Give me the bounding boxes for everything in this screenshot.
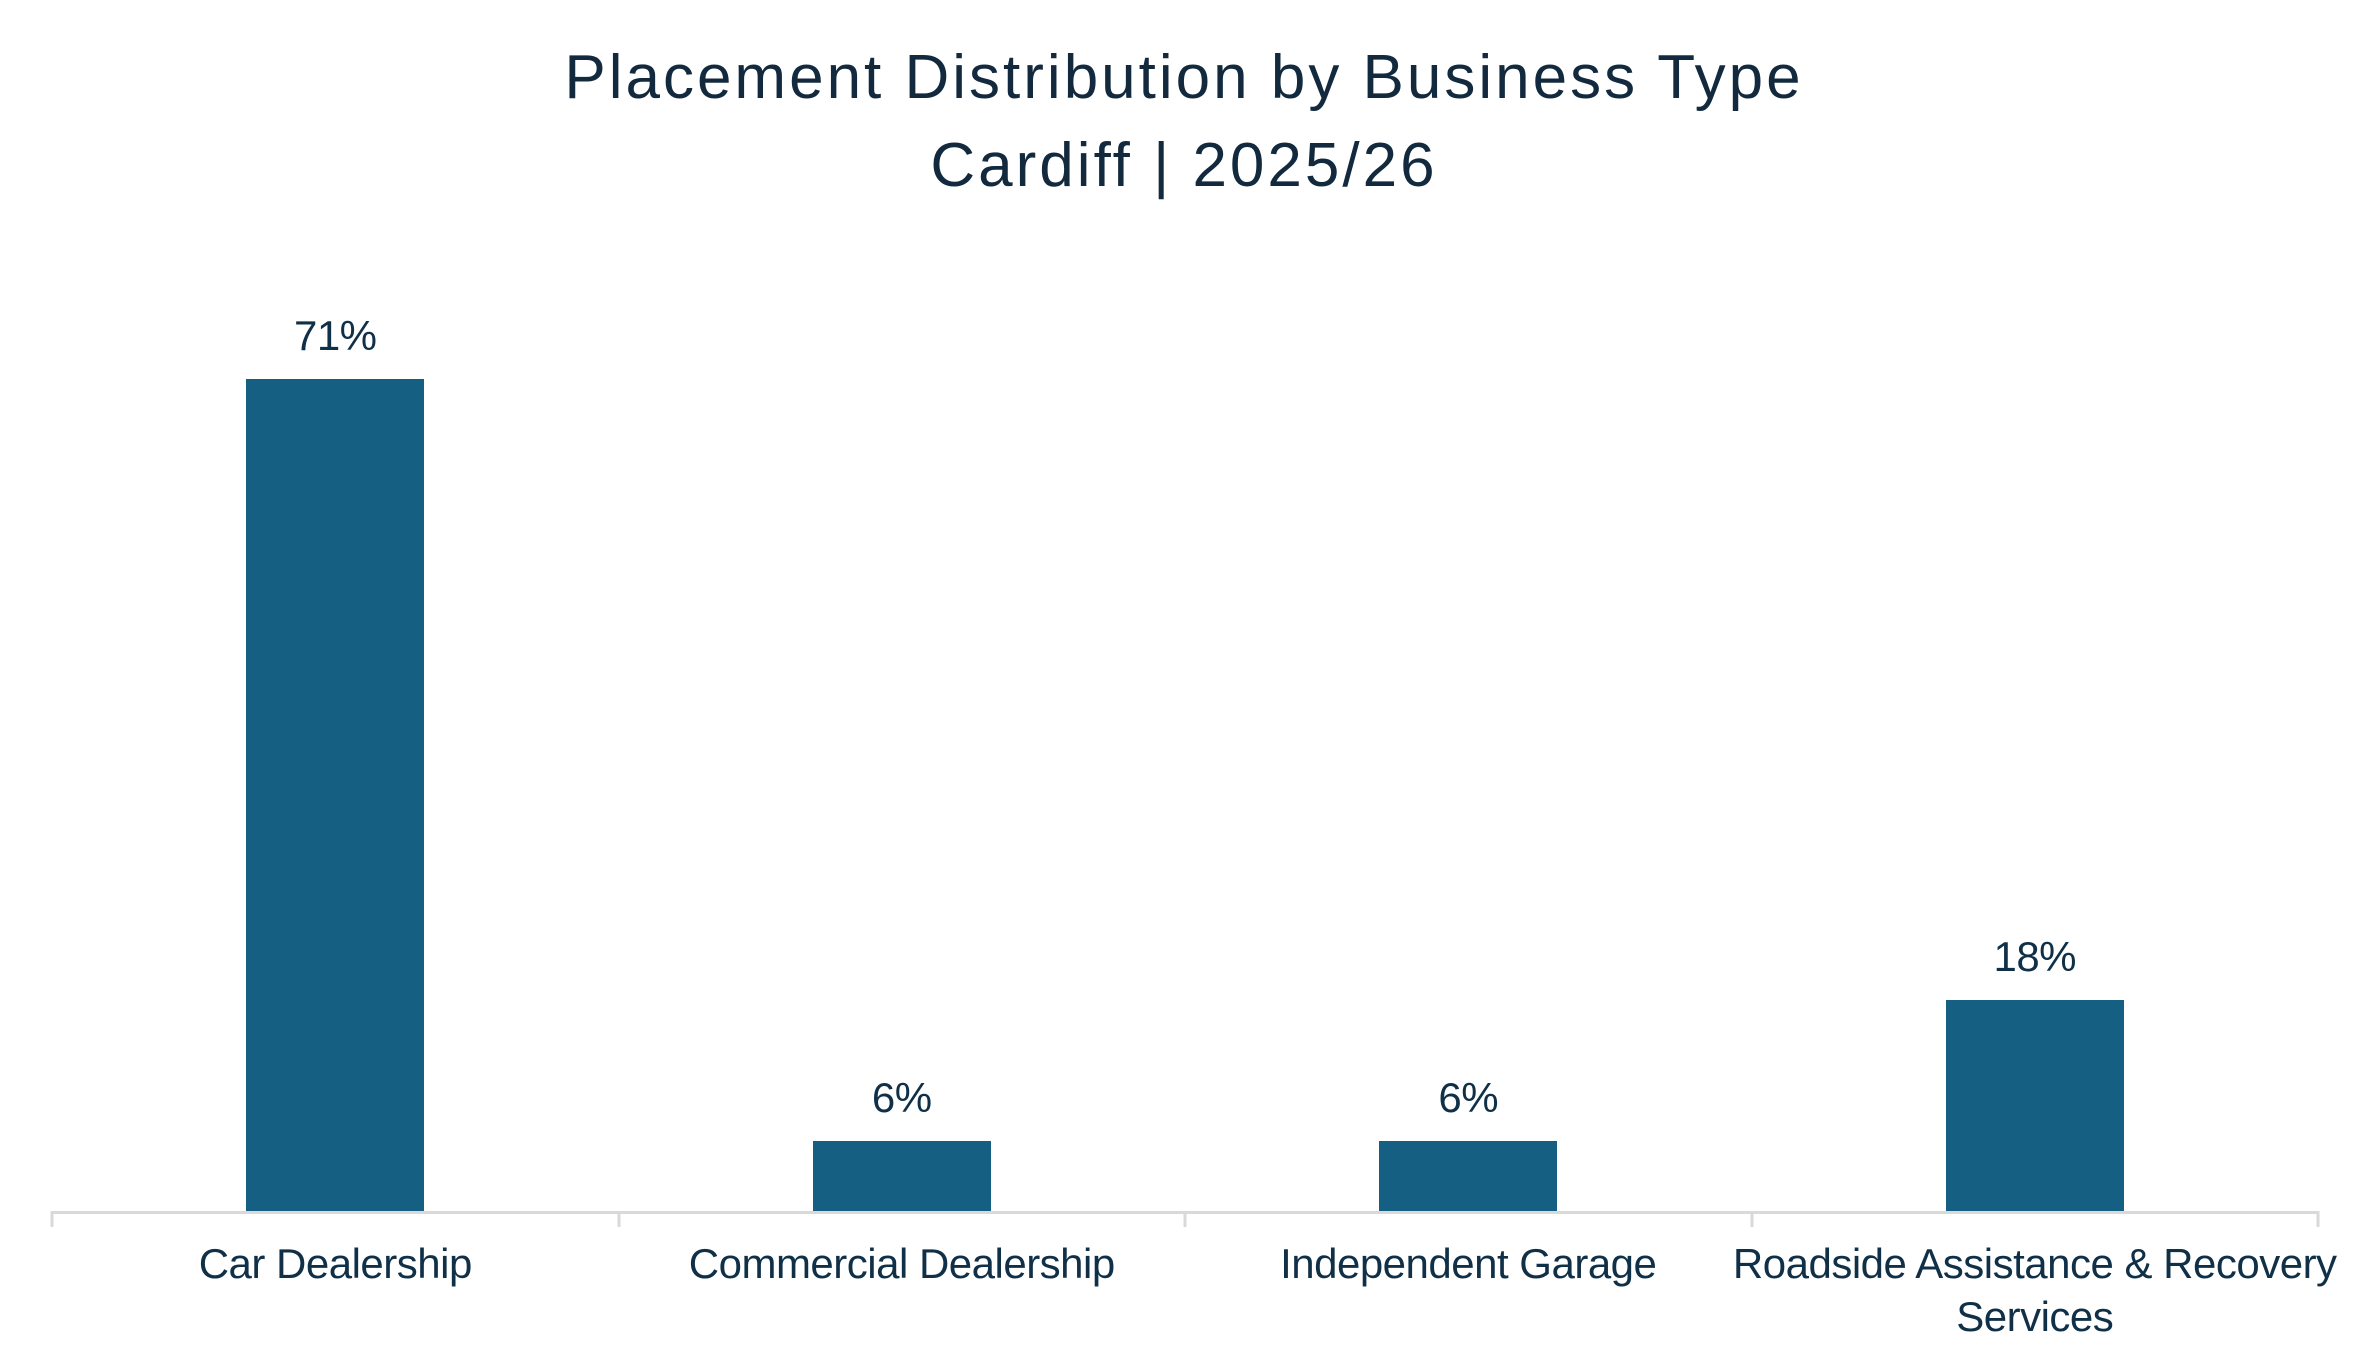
category-label: Car Dealership [198,1240,473,1287]
axis-tick [2316,1211,2320,1227]
axis-tick [50,1211,54,1227]
chart-title-line2: Cardiff | 2025/26 [930,131,1438,200]
bar-slot: 6% [619,1077,1186,1211]
bar [812,1141,991,1211]
category-label: Roadside Assistance & Recovery Services [1732,1240,2337,1340]
bar [246,379,425,1211]
category-slot: Roadside Assistance & Recovery Services [1733,1237,2337,1343]
chart-title: Placement Distribution by Business Type … [0,34,2368,210]
axis-tick [1183,1211,1187,1227]
category-label: Independent Garage [1280,1240,1657,1287]
bar-value-label: 71% [293,312,377,359]
plot-area: 71% 6% 6% 18% [52,0,2318,1214]
bar-value-label: 6% [871,1074,932,1121]
bar-value-label: 6% [1438,1074,1499,1121]
category-label: Commercial Dealership [688,1240,1115,1287]
chart-title-line1: Placement Distribution by Business Type [564,43,1804,112]
bar-slot: 18% [1752,936,2319,1211]
bar-slot: 6% [1185,1077,1752,1211]
x-axis-ticks [50,1211,2320,1227]
bar-slot: 71% [52,315,619,1211]
axis-tick [617,1211,620,1227]
category-slot: Car Dealership [52,1237,619,1343]
category-slot: Independent Garage [1185,1237,1752,1343]
x-axis-category-labels: Car Dealership Commercial Dealership Indep… [52,1237,2337,1343]
category-slot: Commercial Dealership [619,1237,1186,1343]
bar [1945,1000,2124,1211]
bar [1379,1141,1558,1211]
axis-tick [1750,1211,1753,1227]
bar-value-label: 18% [1993,933,2077,980]
